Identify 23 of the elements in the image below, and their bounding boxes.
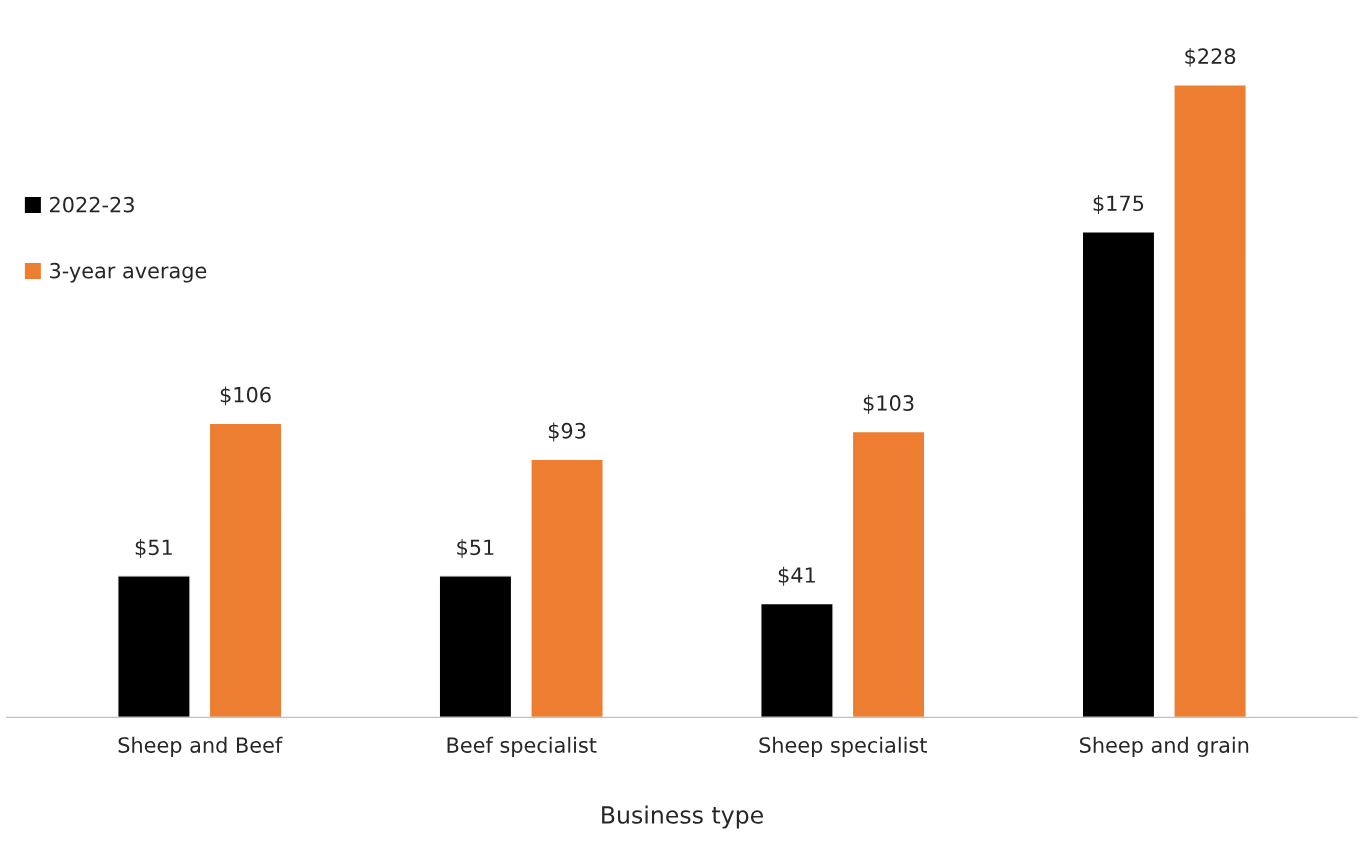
x-axis-title: Business type — [602, 805, 763, 829]
legend-label: 2022-23 — [50, 196, 134, 213]
x-tick-label: Beef specialist — [447, 736, 597, 757]
data-label: $228 — [1185, 47, 1236, 67]
x-tick-label: Sheep specialist — [759, 736, 927, 757]
legend-label: 3-year average — [50, 262, 207, 283]
bar — [1081, 231, 1156, 718]
data-label: $51 — [135, 539, 172, 558]
data-label: $41 — [778, 566, 815, 586]
bar — [438, 575, 513, 718]
bar — [1173, 84, 1247, 718]
data-label: $103 — [863, 394, 914, 414]
x-tick-label: Sheep and Beef — [118, 736, 283, 757]
bar — [851, 430, 926, 718]
data-label: $106 — [220, 386, 271, 406]
bar — [117, 575, 191, 718]
data-label: $93 — [548, 422, 586, 442]
bar — [208, 422, 283, 718]
x-tick-label: Sheep and grain — [1080, 736, 1249, 757]
data-label: $51 — [457, 539, 494, 558]
data-label: $175 — [1093, 194, 1144, 214]
bar — [530, 458, 604, 718]
bar — [760, 602, 834, 718]
